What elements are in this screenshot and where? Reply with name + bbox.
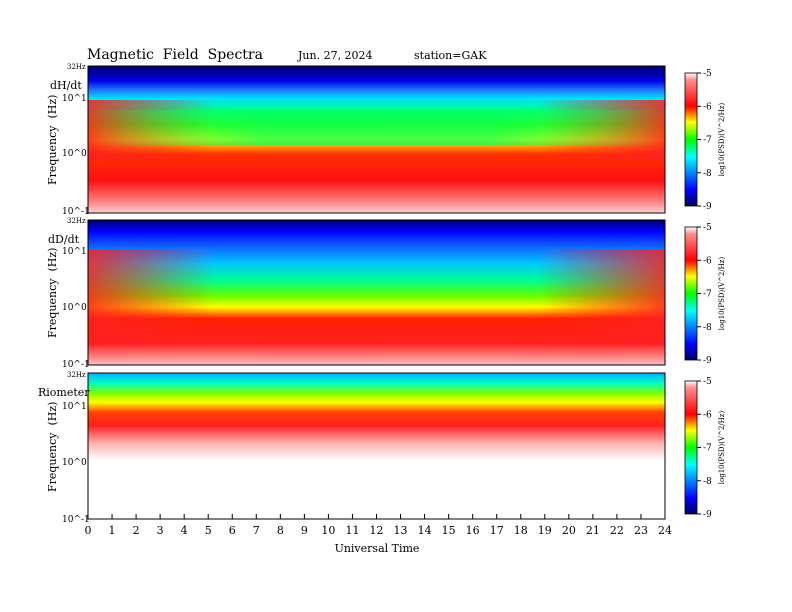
x-tick-label: 12 <box>370 524 384 537</box>
colorbar-tick-label: -6 <box>703 256 712 266</box>
x-tick-label: 2 <box>133 524 140 537</box>
ylabel-riometer: Frequency (Hz) <box>46 402 59 492</box>
x-tick-label: 13 <box>394 524 408 537</box>
x-tick-label: 15 <box>442 524 456 537</box>
colorbar-tick-label: -5 <box>703 69 712 79</box>
panel-label-riometer: Riometer <box>38 386 90 399</box>
colorbar-label: log10(PSD)(V^2/Hz) <box>718 257 726 331</box>
plot-frame-dd-dt <box>87 219 666 366</box>
ylabel-dh-dt: Frequency (Hz) <box>46 95 59 185</box>
ylabel-dd-dt: Frequency (Hz) <box>46 248 59 338</box>
x-tick-label: 18 <box>514 524 528 537</box>
ymax-label-dh-dt: 32Hz <box>67 63 86 71</box>
colorbar-scale <box>684 380 698 515</box>
colorbar-tick-label: -5 <box>703 377 712 387</box>
spectrogram-dd-dt-edge-activity <box>88 250 665 345</box>
ytick-label-dd-dt-0: 10^1 <box>62 247 87 257</box>
panel-label-dh-dt: dH/dt <box>50 79 82 92</box>
spectrogram-riometer <box>88 373 665 519</box>
colorbar-tick-label: -9 <box>703 510 712 520</box>
x-tick-label: 10 <box>321 524 335 537</box>
x-tick-label: 1 <box>109 524 116 537</box>
colorbar-label: log10(PSD)(V^2/Hz) <box>718 411 726 485</box>
x-tick-label: 4 <box>181 524 188 537</box>
ytick-label-riometer-2: 10^-1 <box>62 515 90 525</box>
x-tick-label: 24 <box>658 524 672 537</box>
figure-title: Magnetic Field Spectra <box>87 47 263 63</box>
colorbar-tick-label: -7 <box>703 136 712 146</box>
colorbar-scale <box>684 226 698 361</box>
panel-label-dd-dt: dD/dt <box>48 233 80 246</box>
colorbar-tick-label: -6 <box>703 410 712 420</box>
x-axis-label: Universal Time <box>335 542 420 555</box>
ytick-label-riometer-0: 10^1 <box>62 402 87 412</box>
x-tick-label: 7 <box>253 524 260 537</box>
x-tick-label: 9 <box>301 524 308 537</box>
x-tick-label: 23 <box>634 524 648 537</box>
station-label: station=GAK <box>414 49 487 62</box>
plot-frame-dh-dt <box>87 65 666 214</box>
x-tick-label: 21 <box>586 524 600 537</box>
x-tick-label: 16 <box>466 524 480 537</box>
x-tick-label: 22 <box>610 524 624 537</box>
ytick-label-dh-dt-0: 10^1 <box>62 94 87 104</box>
x-tick-label: 11 <box>345 524 359 537</box>
panel-dh-dt: dH/dt 32Hz 10^1 10^0 10^-1 Frequency (Hz… <box>46 63 726 217</box>
ymax-label-dd-dt: 32Hz <box>67 217 86 225</box>
colorbar-tick-label: -8 <box>703 169 712 179</box>
panel-dd-dt: dD/dt 32Hz 10^1 10^0 10^-1 Frequency (Hz… <box>46 217 726 370</box>
x-tick-label: 14 <box>418 524 432 537</box>
x-tick-label: 6 <box>229 524 236 537</box>
colorbar-tick-label: -9 <box>703 202 712 212</box>
panel-riometer: Riometer 32Hz 10^1 10^0 10^-1 Frequency … <box>38 371 726 525</box>
ytick-label-dh-dt-1: 10^0 <box>62 149 87 159</box>
colorbar-tick-label: -7 <box>703 290 712 300</box>
date-label: Jun. 27, 2024 <box>297 49 373 62</box>
colorbar-scale <box>684 72 698 207</box>
ytick-label-riometer-1: 10^0 <box>62 458 87 468</box>
colorbar-riometer: -5 -6 -7 -8 -9 log10(PSD)(V^2/Hz) <box>684 377 726 520</box>
colorbar-dd-dt: -5 -6 -7 -8 -9 log10(PSD)(V^2/Hz) <box>684 223 726 366</box>
colorbar-tick-label: -8 <box>703 323 712 333</box>
colorbar-tick-label: -7 <box>703 444 712 454</box>
x-tick-label: 20 <box>562 524 576 537</box>
colorbar-tick-label: -8 <box>703 477 712 487</box>
x-tick-label: 5 <box>205 524 212 537</box>
spectrogram-dh-dt-midday-band <box>88 110 665 145</box>
colorbar-label: log10(PSD)(V^2/Hz) <box>718 103 726 177</box>
x-tick-label: 0 <box>85 524 92 537</box>
x-tick-label: 19 <box>538 524 552 537</box>
x-tick-label: 17 <box>490 524 504 537</box>
colorbar-dh-dt: -5 -6 -7 -8 -9 log10(PSD)(V^2/Hz) <box>684 69 726 212</box>
ymax-label-riometer: 32Hz <box>67 371 86 379</box>
colorbar-tick-label: -6 <box>703 102 712 112</box>
x-tick-label: 8 <box>277 524 284 537</box>
ytick-label-dh-dt-2: 10^-1 <box>62 207 90 217</box>
ytick-label-dd-dt-1: 10^0 <box>62 303 87 313</box>
x-axis: 0 1 2 3 4 5 6 7 8 9 10 11 12 13 14 15 16 17 18 19 20 21 22 23 24 <box>85 514 672 537</box>
x-tick-label: 3 <box>157 524 164 537</box>
colorbar-tick-label: -5 <box>703 223 712 233</box>
colorbar-tick-label: -9 <box>703 356 712 366</box>
ytick-label-dd-dt-2: 10^-1 <box>62 360 90 370</box>
